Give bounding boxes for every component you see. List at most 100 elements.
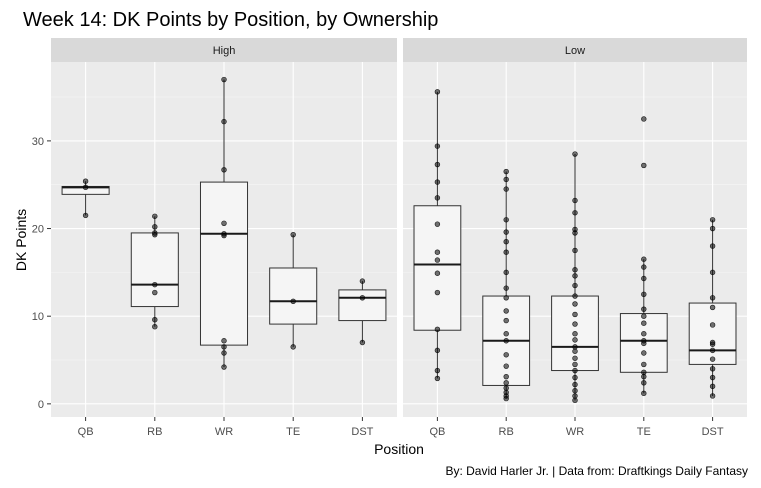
data-point [434,195,441,201]
data-point [709,339,716,346]
box-iqr [413,205,462,331]
data-point [641,320,647,326]
data-point [152,224,158,230]
data-point [221,118,227,125]
data-point [572,301,578,307]
box-iqr [130,232,179,308]
data-point [503,385,509,391]
data-point [572,210,578,216]
data-point [152,281,158,288]
data-point [434,257,441,263]
data-point [434,221,441,227]
x-tick-label: WR [215,426,233,438]
panels: High QB RB WR TE DST Low QB RB WR TE DST [51,38,747,438]
data-point [503,186,509,192]
y-tick-label: 0 [38,399,44,411]
data-point [572,197,578,204]
x-tick-label: TE [286,426,300,438]
data-point [434,179,441,185]
data-point [503,168,509,175]
data-point [503,338,509,344]
data-point [641,331,647,337]
data-point [572,381,578,388]
data-point [709,347,716,354]
caption: By: David Harler Jr. | Data from: Draftk… [445,464,748,478]
data-point [641,162,647,169]
data-point [641,256,647,262]
data-point [503,285,509,291]
data-point [709,269,716,276]
box-te [269,231,318,350]
y-axis: 0 10 20 30 [32,136,51,411]
data-point [709,243,716,249]
x-tick-label: DST [351,426,373,438]
data-point [641,264,647,270]
data-point [503,380,509,386]
box-iqr [338,289,387,322]
data-point [641,275,647,282]
data-point [152,213,158,219]
data-point [503,176,509,183]
facet-strip-label: High [213,45,236,57]
data-point [434,375,441,382]
data-point [572,367,578,374]
data-point [359,339,366,346]
data-point [290,231,296,238]
data-point [152,324,158,330]
data-point [641,313,647,319]
box-qb [413,89,462,382]
data-point [503,389,509,396]
data-point [221,76,227,83]
data-point [641,390,647,397]
chart-title: Week 14: DK Points by Position, by Owner… [23,9,438,31]
data-point [572,151,578,157]
data-point [572,397,578,404]
data-point [152,230,158,236]
data-point [359,278,366,284]
data-point [434,326,441,333]
data-point [221,338,227,344]
data-point [572,361,578,368]
data-point [434,347,441,354]
box-iqr [199,181,249,346]
data-point [641,380,647,386]
data-point [221,220,227,226]
data-point [572,311,578,318]
data-point [221,344,227,350]
data-point [434,270,441,276]
y-axis-label: DK Points [13,209,29,271]
box-qb [61,178,110,219]
data-point [503,308,509,314]
data-point [641,369,647,375]
data-point [503,317,509,324]
x-tick-label: RB [499,426,514,438]
panel-high: High QB RB WR TE DST [51,38,397,438]
data-point [503,373,509,380]
data-point [221,364,227,370]
box-wr [199,76,249,370]
data-point [572,331,578,337]
data-point [152,317,158,323]
data-point [434,89,441,95]
data-point [503,238,509,245]
data-point [503,331,509,337]
data-point [572,273,578,279]
data-point [82,178,89,184]
data-point [641,291,647,297]
data-point [709,393,716,399]
box-dst [688,217,737,399]
box-dst [338,278,387,346]
data-point [709,225,716,232]
data-point [503,229,509,235]
data-point [572,393,578,399]
data-point [641,116,647,122]
data-point [572,344,578,350]
data-point [641,373,647,380]
box-iqr [688,302,737,365]
data-point [709,304,716,311]
data-point [709,217,716,223]
data-point [434,367,441,374]
data-point [709,295,716,301]
data-point [503,249,509,255]
